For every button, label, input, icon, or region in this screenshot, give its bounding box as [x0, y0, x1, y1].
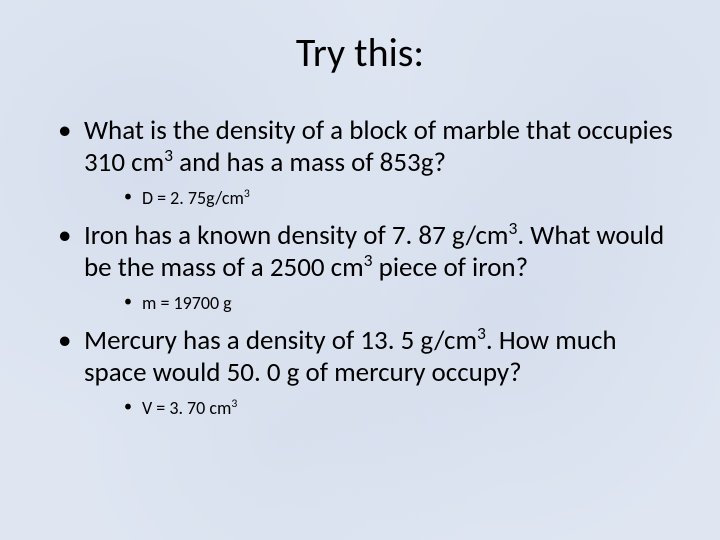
text-fragment: V = 3. 70 cm — [142, 397, 231, 419]
answer-list: D = 2. 75g/cm3 — [84, 187, 680, 210]
superscript: 3 — [364, 249, 373, 271]
slide-content: What is the density of a block of marble… — [40, 115, 680, 420]
answer-item: m = 19700 g — [124, 292, 680, 315]
question-text: Mercury has a density of 13. 5 g/cm3. Ho… — [84, 324, 617, 389]
slide-title: Try this: — [40, 28, 680, 77]
text-fragment: Iron has a known density of 7. 87 g/cm — [84, 219, 509, 252]
superscript: 3 — [244, 187, 250, 201]
bullet-list: What is the density of a block of marble… — [58, 115, 680, 420]
text-fragment: and has a mass of 853g? — [173, 146, 446, 179]
bullet-item: Iron has a known density of 7. 87 g/cm3.… — [58, 220, 680, 315]
answer-item: D = 2. 75g/cm3 — [124, 187, 680, 210]
question-text: What is the density of a block of marble… — [84, 114, 673, 179]
question-text: Iron has a known density of 7. 87 g/cm3.… — [84, 219, 664, 284]
text-fragment: piece of iron? — [373, 251, 529, 284]
text-fragment: m = 19700 g — [142, 292, 232, 314]
answer-list: V = 3. 70 cm3 — [84, 397, 680, 420]
bullet-item: Mercury has a density of 13. 5 g/cm3. Ho… — [58, 325, 680, 420]
superscript: 3 — [231, 397, 237, 411]
bullet-item: What is the density of a block of marble… — [58, 115, 680, 210]
slide-container: Try this: What is the density of a block… — [0, 0, 720, 540]
answer-item: V = 3. 70 cm3 — [124, 397, 680, 420]
text-fragment: D = 2. 75g/cm — [142, 187, 244, 209]
text-fragment: Mercury has a density of 13. 5 g/cm — [84, 324, 477, 357]
answer-list: m = 19700 g — [84, 292, 680, 315]
superscript: 3 — [164, 144, 173, 166]
superscript: 3 — [477, 322, 486, 344]
